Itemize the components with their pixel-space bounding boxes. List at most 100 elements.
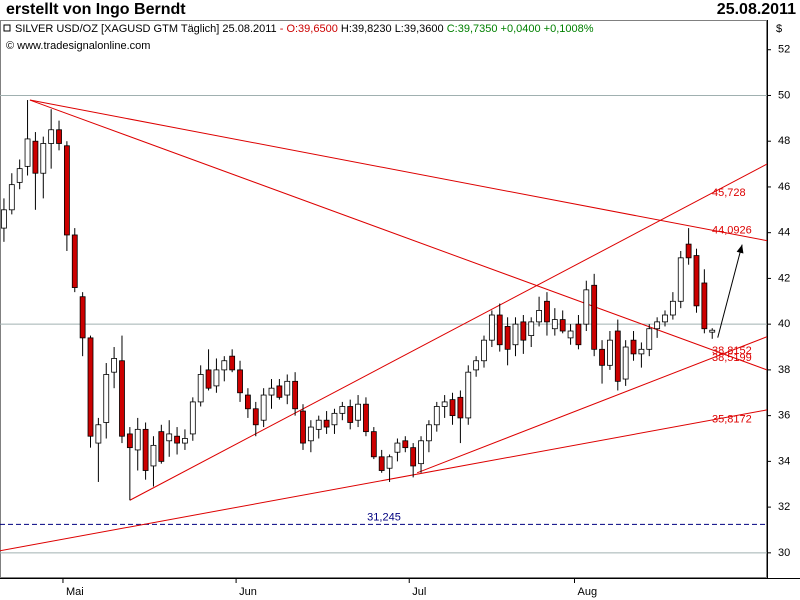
candle-body	[237, 369, 243, 394]
y-unit: $	[776, 23, 782, 35]
candle-body	[213, 369, 220, 387]
candle-body	[339, 406, 346, 414]
candle-body	[583, 289, 590, 325]
candle-body	[158, 431, 165, 462]
y-tick-label: 34	[778, 455, 790, 467]
candle-body	[544, 300, 550, 323]
header-quote: SILVER USD/OZ [XAGUSD GTM Täglich] 25.08…	[15, 23, 594, 35]
quote-change: C:39,7350 +0,0400 +0,1008%	[447, 23, 594, 35]
candle-body	[465, 371, 472, 419]
watermark: © www.tradesignalonline.com	[6, 40, 150, 52]
y-tick-label: 32	[778, 501, 790, 513]
candle-body	[347, 406, 354, 423]
candle-body	[378, 456, 385, 471]
candle-body	[504, 326, 511, 350]
candle-body	[63, 145, 70, 236]
candle-body	[410, 447, 417, 467]
candle-body	[386, 456, 393, 469]
y-tick-label: 36	[778, 410, 790, 422]
candle-body	[536, 310, 542, 323]
quote-open: - O:39,6500	[280, 23, 338, 35]
candle-body	[449, 399, 456, 417]
candle-body	[103, 374, 110, 423]
date: 25.08.2011	[717, 1, 796, 18]
y-tick-label: 44	[778, 227, 790, 239]
candle-body	[331, 412, 338, 426]
instrument-title: SILVER USD/OZ [XAGUSD GTM Täglich] 25.08…	[15, 23, 277, 35]
candle-body	[182, 438, 188, 444]
candle-body	[693, 255, 700, 307]
candle-body	[71, 234, 78, 288]
x-tick-label: Jul	[412, 586, 426, 598]
level-label: 45,728	[712, 187, 746, 199]
arrow-head	[736, 244, 744, 254]
candle-body	[591, 284, 598, 350]
candle-body	[245, 394, 251, 410]
candle-body	[488, 314, 495, 341]
candle-body	[638, 348, 645, 355]
candle-body	[48, 129, 55, 144]
candle-body	[323, 419, 330, 428]
candle-body	[622, 346, 629, 380]
candle-body	[24, 138, 31, 167]
candle-body	[355, 403, 361, 421]
candle-body	[441, 401, 448, 407]
candle-body	[701, 282, 708, 330]
candle-body	[197, 374, 204, 403]
author: erstellt von Ingo Berndt	[6, 1, 186, 18]
candle-body	[709, 329, 716, 333]
trendline	[29, 99, 767, 371]
level-label: 38,8152	[712, 345, 752, 357]
level-label: 35,8172	[712, 414, 752, 426]
x-tick-label: Mai	[66, 586, 84, 598]
plot-area	[0, 94, 767, 554]
candle-body	[134, 428, 141, 451]
candle-body	[300, 410, 306, 444]
candle-body	[575, 323, 582, 346]
candle-body	[205, 369, 212, 389]
candle-body	[473, 360, 480, 371]
candle-body	[150, 444, 157, 467]
candle-body	[614, 330, 621, 382]
candle-body	[607, 339, 613, 366]
candle-body	[551, 319, 558, 330]
candle-body	[677, 257, 684, 302]
level-label: 44,0926	[712, 224, 752, 236]
candle-body	[221, 360, 228, 371]
candle-body	[95, 424, 102, 444]
candle-body	[520, 321, 527, 341]
candle-body	[260, 394, 267, 421]
x-tick-label: Jun	[239, 586, 257, 598]
candle-body	[685, 243, 692, 259]
candle-body	[567, 330, 574, 339]
candle-body	[8, 184, 15, 211]
candle-body	[402, 440, 409, 449]
x-tick-label: Aug	[578, 586, 598, 598]
candle-body	[512, 323, 519, 346]
support-label: 31,245	[367, 511, 401, 523]
candle-body	[40, 143, 47, 174]
candle-body	[496, 314, 503, 346]
level-label: 38,5199	[712, 352, 752, 364]
trendline	[129, 163, 767, 501]
candle-body	[418, 440, 424, 465]
candle-body	[166, 433, 173, 442]
y-tick-label: 50	[778, 89, 790, 101]
candle-body	[599, 348, 605, 366]
candle-body	[268, 387, 275, 396]
arrow-shaft	[717, 244, 743, 338]
candle-body	[56, 129, 62, 144]
candle-body	[189, 401, 196, 435]
trendline	[29, 99, 767, 242]
candle-body	[142, 428, 149, 471]
candle-body	[654, 321, 661, 330]
candle-body	[646, 328, 653, 350]
candle-body	[87, 337, 94, 437]
candle-body	[669, 300, 676, 316]
candle-body	[630, 339, 637, 355]
candle-body	[284, 380, 291, 396]
candle-body	[426, 424, 432, 442]
y-tick-label: 48	[778, 135, 790, 147]
